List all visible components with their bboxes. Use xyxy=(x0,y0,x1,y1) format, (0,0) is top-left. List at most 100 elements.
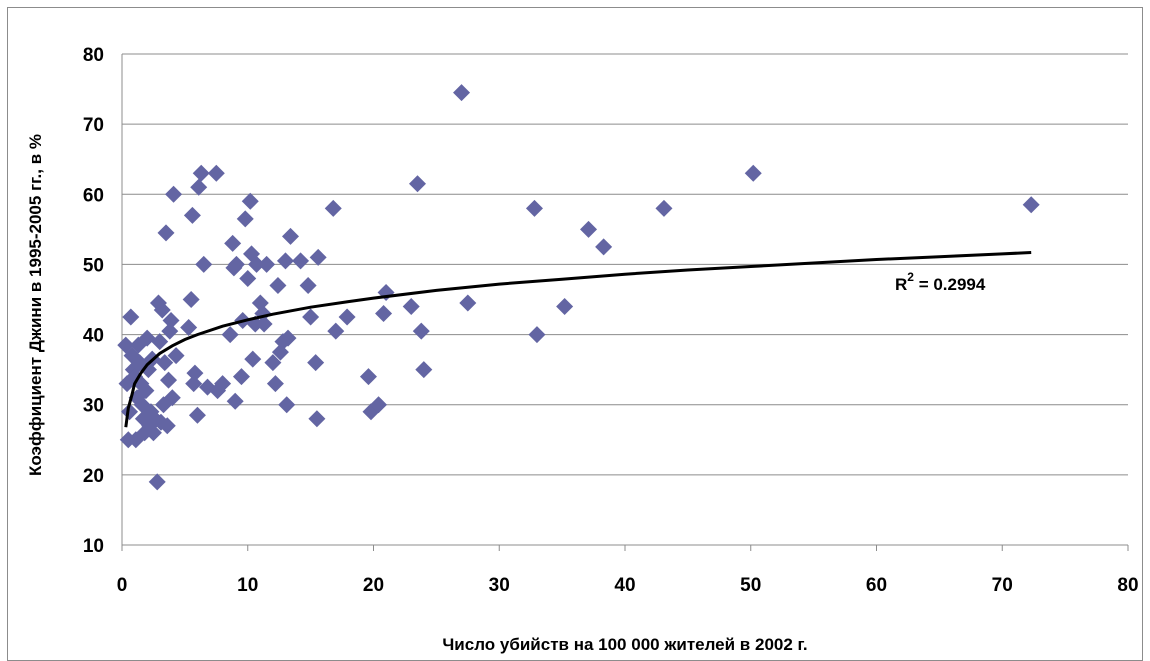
data-point xyxy=(255,315,273,333)
trendline xyxy=(124,251,1032,428)
data-point xyxy=(276,252,294,270)
data-point xyxy=(153,301,171,319)
data-point xyxy=(232,368,250,386)
axes xyxy=(121,54,1129,551)
x-axis-title: Число убийств на 100 000 жителей в 2002 … xyxy=(442,635,807,654)
data-point xyxy=(258,255,276,273)
data-point xyxy=(186,364,204,382)
x-tick-labels: 0 10 20 30 40 50 60 70 80 xyxy=(117,575,1139,596)
data-point xyxy=(278,396,296,414)
data-point xyxy=(157,224,175,242)
data-point xyxy=(595,238,613,256)
x-tick-label: 30 xyxy=(489,575,510,596)
x-tick-label: 20 xyxy=(363,575,384,596)
data-point xyxy=(156,354,174,372)
data-point xyxy=(226,392,244,410)
data-point xyxy=(299,276,317,294)
data-point xyxy=(338,308,356,326)
data-point xyxy=(183,206,201,224)
data-point xyxy=(459,294,477,312)
data-point xyxy=(190,178,208,196)
data-point xyxy=(148,473,166,491)
data-point xyxy=(241,192,259,210)
x-tick-label: 40 xyxy=(614,575,635,596)
data-point xyxy=(239,269,257,287)
data-point xyxy=(195,255,213,273)
y-tick-label: 20 xyxy=(83,466,104,487)
data-point xyxy=(266,375,284,393)
data-point xyxy=(207,164,225,182)
data-point xyxy=(412,322,430,340)
data-point xyxy=(160,371,178,389)
data-point xyxy=(744,164,762,182)
data-point xyxy=(415,361,433,379)
y-tick-label: 60 xyxy=(83,185,104,206)
data-point xyxy=(556,298,574,316)
data-point xyxy=(144,424,162,442)
y-tick-label: 30 xyxy=(83,396,104,417)
y-tick-label: 10 xyxy=(83,536,104,557)
data-point xyxy=(182,291,200,308)
y-tick-label: 70 xyxy=(83,115,104,136)
data-point xyxy=(269,276,287,294)
data-point xyxy=(375,305,393,323)
data-point xyxy=(528,326,546,344)
data-point xyxy=(224,234,242,252)
x-tick-label: 50 xyxy=(740,575,761,596)
y-tick-label: 40 xyxy=(83,326,104,347)
data-point xyxy=(248,255,266,273)
data-point xyxy=(180,319,198,337)
data-point xyxy=(359,368,377,386)
y-tick-label: 50 xyxy=(83,255,104,276)
data-point xyxy=(292,252,310,270)
data-point xyxy=(117,336,135,354)
data-point xyxy=(151,333,169,351)
data-point xyxy=(185,375,203,393)
data-point xyxy=(214,375,232,393)
r-squared-label: R2 = 0.2994 xyxy=(895,270,986,294)
data-point xyxy=(158,417,176,435)
data-point xyxy=(163,389,181,407)
x-tick-label: 80 xyxy=(1117,575,1138,596)
data-point xyxy=(282,227,300,245)
data-point xyxy=(192,164,210,182)
data-point xyxy=(121,403,139,421)
data-points xyxy=(117,84,1040,491)
data-point xyxy=(167,347,185,365)
data-point xyxy=(165,185,183,203)
data-point xyxy=(402,298,420,316)
data-point xyxy=(580,220,598,238)
x-tick-label: 70 xyxy=(992,575,1013,596)
data-point xyxy=(302,308,320,326)
y-tick-label: 80 xyxy=(83,45,104,66)
data-point xyxy=(1022,196,1040,214)
x-tick-label: 0 xyxy=(117,575,128,596)
data-point xyxy=(370,396,388,414)
data-point xyxy=(221,326,239,344)
data-point xyxy=(655,199,673,217)
data-point xyxy=(162,312,180,330)
y-tick-labels: 10 20 30 40 50 60 70 80 xyxy=(83,45,104,557)
x-tick-label: 10 xyxy=(237,575,258,596)
data-point xyxy=(138,329,156,347)
data-point xyxy=(188,406,206,424)
data-point xyxy=(279,329,297,347)
data-point xyxy=(409,175,427,193)
data-point xyxy=(307,354,325,372)
data-point xyxy=(309,248,327,266)
y-axis-title: Коэффициент Джини в 1995-2005 гг., в % xyxy=(26,134,45,476)
data-point xyxy=(324,199,342,217)
data-point xyxy=(161,322,179,340)
data-point xyxy=(236,210,254,228)
data-point xyxy=(308,410,326,428)
gridlines xyxy=(122,53,1128,546)
data-point xyxy=(227,255,245,273)
data-point xyxy=(327,322,345,340)
x-tick-label: 60 xyxy=(866,575,887,596)
data-point xyxy=(137,382,155,400)
data-point xyxy=(453,84,471,102)
data-point xyxy=(122,308,140,326)
data-point xyxy=(264,354,282,372)
data-point xyxy=(244,350,262,368)
